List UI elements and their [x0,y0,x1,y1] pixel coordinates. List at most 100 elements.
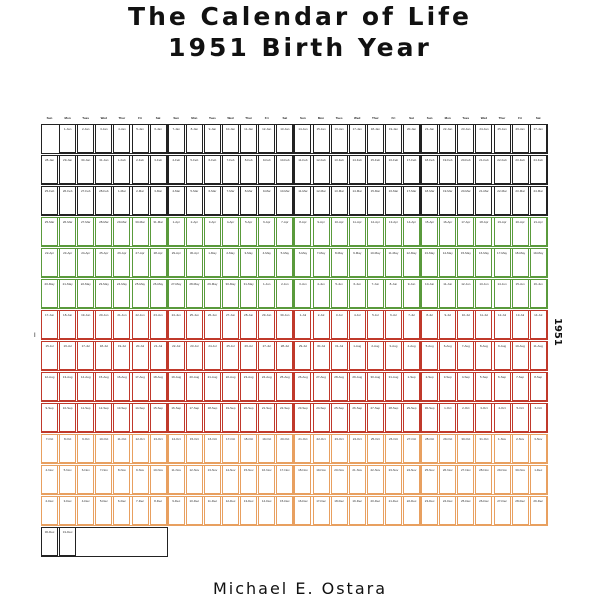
day-label: 24-Jan [479,127,489,131]
day-label: 29-Mar [117,220,127,224]
day-label: 7-Apr [281,220,289,224]
calendar-day-cell: 28-Apr [149,248,167,277]
day-label: 10-Jan [225,127,236,131]
day-label: 25-Nov [424,468,435,472]
day-label: 4-Mar [172,189,181,193]
weekday-header: Mon [444,116,451,120]
day-label: 7-Nov [99,468,108,472]
calendar-day-cell: 5-Sep [475,372,493,401]
calendar-day-cell: 8-Apr [294,217,312,246]
calendar-day-cell: 24-Jun [167,310,185,339]
calendar-day-cell: 21-Jan [421,124,439,153]
day-label: 1-Jul [299,313,307,317]
calendar-day-cell: 6-May [294,248,312,277]
day-label: 1-Oct [444,406,452,410]
day-label: 28-May [189,282,200,286]
calendar-day-cell: 14-Jul [529,310,547,339]
calendar-day-cell: 5-Oct [511,403,529,432]
calendar-day-cell: 3-Aug [384,341,402,370]
calendar-day-cell: 2-Feb [131,155,149,184]
calendar-day-cell: 28-Oct [421,434,439,463]
day-label: 21-May [62,282,73,286]
day-label: 11-Aug [533,344,543,348]
calendar-day-cell: 30-Dec [41,527,59,556]
day-label: 22-Jan [443,127,453,131]
day-label: 2-Mar [136,189,144,193]
day-label: 5-Nov [63,468,72,472]
calendar-day-cell: 18-Jan [366,124,384,153]
calendar-day-cell: 14-Feb [348,155,366,184]
calendar-day-cell: 6-Apr [258,217,276,246]
calendar-day-cell: 11-May [384,248,402,277]
day-label: 9-Apr [317,220,325,224]
day-label: 9-Oct [82,437,90,441]
calendar-day-cell: 21-Mar [475,186,493,215]
day-label: 6-Dec [117,499,126,503]
day-label: 3-Feb [154,158,163,162]
day-label: 16-Nov [261,468,272,472]
calendar-day-cell: 30-Aug [366,372,384,401]
calendar-day-cell: 28-Mar [95,217,113,246]
day-label: 31-Jul [335,344,344,348]
calendar-day-cell: 28-Aug [330,372,348,401]
calendar-day-cell: 17-Jun [41,310,59,339]
day-label: 6-Jun [353,282,361,286]
calendar-day-cell: 9-Nov [131,465,149,494]
day-label: 17-Jul [81,344,90,348]
calendar-day-cell: 23-Feb [511,155,529,184]
day-label: 9-Mar [262,189,271,193]
calendar-day-cell: 21-Nov [348,465,366,494]
calendar-day-cell: 29-Sep [403,403,421,432]
day-label: 7-Feb [226,158,235,162]
calendar-day-cell: 11-Apr [348,217,366,246]
day-label: 26-Mar [62,220,73,224]
weekday-header: Fri [264,116,269,120]
calendar-day-cell: 6-Jul [384,310,402,339]
calendar-day-cell: 29-Jun [258,310,276,339]
weekday-header: Sat [282,116,288,120]
calendar-day-cell: 16-Aug [113,372,131,401]
day-label: 13-Dec [243,499,254,503]
day-label: 25-Aug [280,375,290,379]
calendar-day-cell: 7-Mar [222,186,240,215]
day-label: 3-Oct [480,406,488,410]
calendar-day-cell: 31-Aug [384,372,402,401]
day-label: 5-Oct [516,406,524,410]
calendar-day-cell: 21-Sep [258,403,276,432]
calendar-day-cell: 6-Jan [149,124,167,153]
day-label: 13-Oct [153,437,163,441]
day-label: 18-Sep [207,406,218,410]
day-label: 1-May [208,251,217,255]
calendar-day-cell: 9-Dec [167,496,185,525]
day-label: 19-Apr [497,220,507,224]
calendar-day-cell: 25-Oct [366,434,384,463]
day-label: 1-Sep [407,375,416,379]
day-label: 11-May [388,251,399,255]
day-label: 28-Aug [334,375,344,379]
calendar-day-cell: 13-Aug [59,372,77,401]
calendar-day-cell: 23-Nov [384,465,402,494]
calendar-day-cell: 28-Sep [384,403,402,432]
calendar-day-cell: 1-Feb [113,155,131,184]
calendar-day-cell: 3-Jan [95,124,113,153]
calendar-day-cell: 10-May [366,248,384,277]
calendar-day-cell: 31-Dec [59,527,77,556]
day-label: 21-Mar [479,189,489,193]
day-label: 2-Jun [281,282,289,286]
calendar-day-cell: 6-Feb [203,155,221,184]
day-label: 22-May [80,282,91,286]
calendar-day-cell: 18-May [511,248,529,277]
day-label: 3-Jul [335,313,343,317]
calendar-day-cell: 5-Mar [185,186,203,215]
calendar-day-cell: 17-Jan [348,124,366,153]
calendar-day-cell: 5-Aug [421,341,439,370]
calendar-day-cell: 2-Jan [77,124,95,153]
day-label: 9-Sep [45,406,54,410]
calendar-day-cell: 23-Oct [330,434,348,463]
calendar-day-cell: 22-Feb [493,155,511,184]
calendar-day-cell: 7-Jul [403,310,421,339]
calendar-day-cell: 27-Oct [403,434,421,463]
calendar-day-cell: 10-Nov [149,465,167,494]
day-label: 19-Nov [316,468,326,472]
calendar-day-cell: 14-Jun [493,279,511,308]
